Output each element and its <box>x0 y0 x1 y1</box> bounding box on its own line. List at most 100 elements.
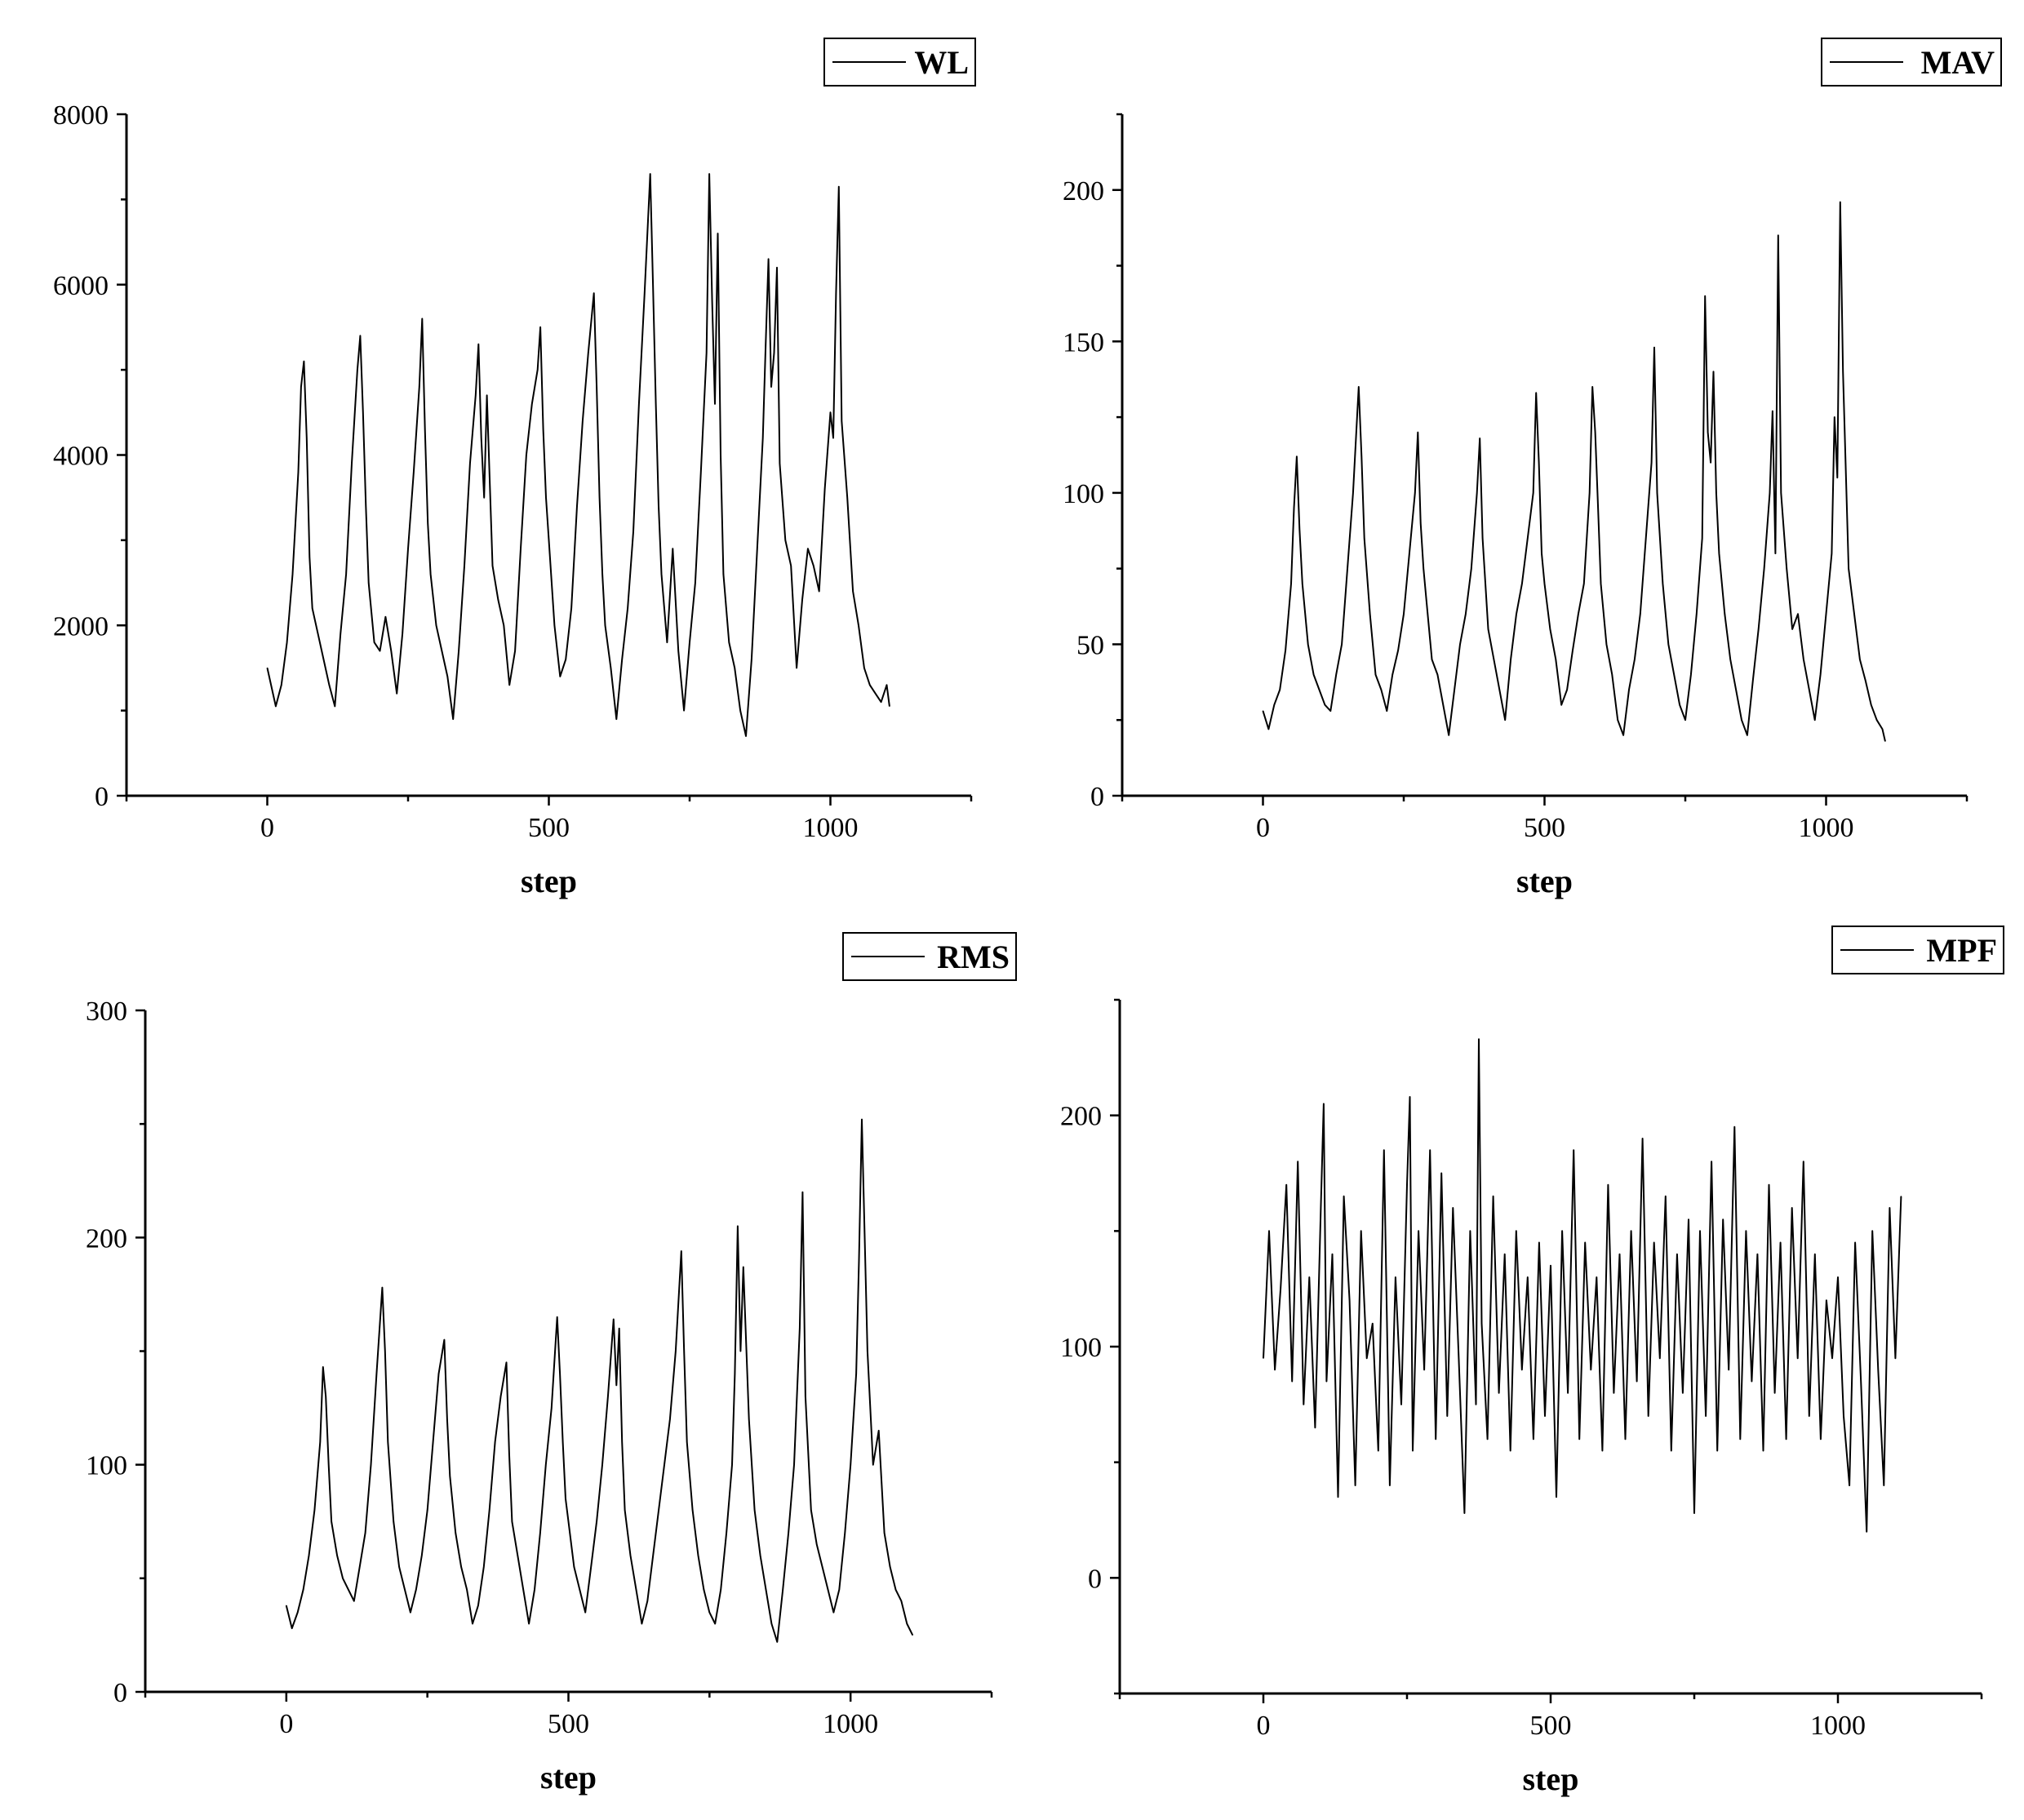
data-point <box>582 420 584 422</box>
data-point <box>511 1520 513 1522</box>
series-line <box>1262 201 1886 742</box>
data-point <box>424 428 426 430</box>
data-point <box>1420 522 1422 524</box>
data-point <box>838 186 840 188</box>
data-point <box>1834 416 1835 418</box>
data-point <box>762 437 764 439</box>
data-point <box>1611 673 1613 676</box>
data-point <box>646 1600 648 1602</box>
data-point <box>745 735 747 737</box>
data-point <box>365 1532 366 1534</box>
data-point <box>1696 613 1698 615</box>
data-point <box>1465 613 1467 615</box>
data-point <box>1605 643 1607 646</box>
data-point <box>336 1555 338 1556</box>
data-point <box>869 684 871 686</box>
series-line <box>266 173 890 737</box>
data-point <box>1894 1357 1896 1359</box>
legend: MPF <box>1831 926 2004 974</box>
data-point <box>1459 643 1461 646</box>
legend: WL <box>823 38 976 87</box>
data-point <box>1392 673 1393 676</box>
data-point <box>1478 1038 1480 1040</box>
data-point <box>384 1350 386 1352</box>
data-point <box>1349 1299 1351 1301</box>
data-point <box>297 1611 299 1614</box>
data-point <box>1360 1230 1362 1232</box>
data-point <box>1578 1438 1580 1440</box>
data-point <box>1426 598 1427 600</box>
data-point <box>835 292 837 294</box>
data-point <box>1538 462 1540 464</box>
data-point <box>615 718 617 720</box>
data-point <box>675 1350 677 1352</box>
data-point <box>446 676 448 677</box>
data-point <box>351 463 353 464</box>
data-point <box>669 1418 671 1420</box>
data-point <box>700 471 702 473</box>
data-point <box>545 497 547 499</box>
data-point <box>1469 1230 1471 1232</box>
data-point <box>1446 1415 1448 1417</box>
data-point <box>1550 1265 1551 1267</box>
data-point <box>1881 728 1884 730</box>
data-point <box>1436 673 1438 676</box>
data-point <box>443 1338 446 1341</box>
data-point <box>731 1464 733 1466</box>
data-point <box>872 1464 874 1466</box>
data-point <box>1267 728 1269 730</box>
data-point <box>579 1589 580 1591</box>
y-tick-label: 8000 <box>53 100 109 131</box>
data-point <box>850 1464 851 1466</box>
data-point <box>1624 1438 1627 1440</box>
data-point <box>672 548 673 549</box>
data-point <box>489 1509 490 1511</box>
data-point <box>1341 643 1343 646</box>
data-point <box>788 1532 789 1534</box>
data-point <box>613 1318 615 1321</box>
data-point <box>652 1555 654 1556</box>
data-point <box>607 1396 609 1397</box>
data-point <box>1429 1149 1431 1151</box>
data-point <box>1482 537 1484 539</box>
data-point <box>297 471 300 473</box>
data-point <box>822 1566 823 1568</box>
data-point <box>686 1441 688 1443</box>
data-point <box>596 1520 597 1522</box>
data-point <box>1313 673 1315 676</box>
x-tick-label: 1000 <box>1810 1711 1866 1741</box>
data-point <box>1383 1149 1385 1151</box>
data-point <box>1653 1241 1655 1244</box>
data-point <box>430 574 432 575</box>
data-point <box>1791 1207 1793 1209</box>
data-point <box>460 1566 462 1568</box>
data-point <box>717 233 719 234</box>
data-point <box>1395 1276 1396 1278</box>
data-point <box>624 1509 626 1511</box>
data-point <box>1693 1512 1695 1514</box>
data-point <box>1320 1207 1321 1209</box>
data-point <box>291 574 294 575</box>
data-point <box>1739 1438 1741 1440</box>
data-point <box>1673 673 1675 676</box>
data-point <box>593 292 595 294</box>
data-point <box>1758 628 1760 630</box>
data-point <box>1843 1415 1844 1417</box>
x-tick-label: 0 <box>1257 1711 1271 1741</box>
data-point <box>1480 1323 1483 1325</box>
data-point <box>1374 673 1377 676</box>
data-point <box>1589 492 1591 494</box>
data-point <box>1791 628 1793 630</box>
data-point <box>328 1464 330 1466</box>
data-point <box>886 684 888 686</box>
y-tick-label: 150 <box>1063 327 1104 357</box>
data-point <box>1710 462 1711 464</box>
data-point <box>601 574 603 575</box>
data-point <box>1412 1449 1414 1452</box>
data-point <box>404 1589 406 1591</box>
data-point <box>1458 1357 1459 1359</box>
data-point <box>1607 1184 1609 1186</box>
data-point <box>1836 477 1838 478</box>
data-point <box>520 548 522 549</box>
y-tick-label: 200 <box>1063 176 1104 206</box>
